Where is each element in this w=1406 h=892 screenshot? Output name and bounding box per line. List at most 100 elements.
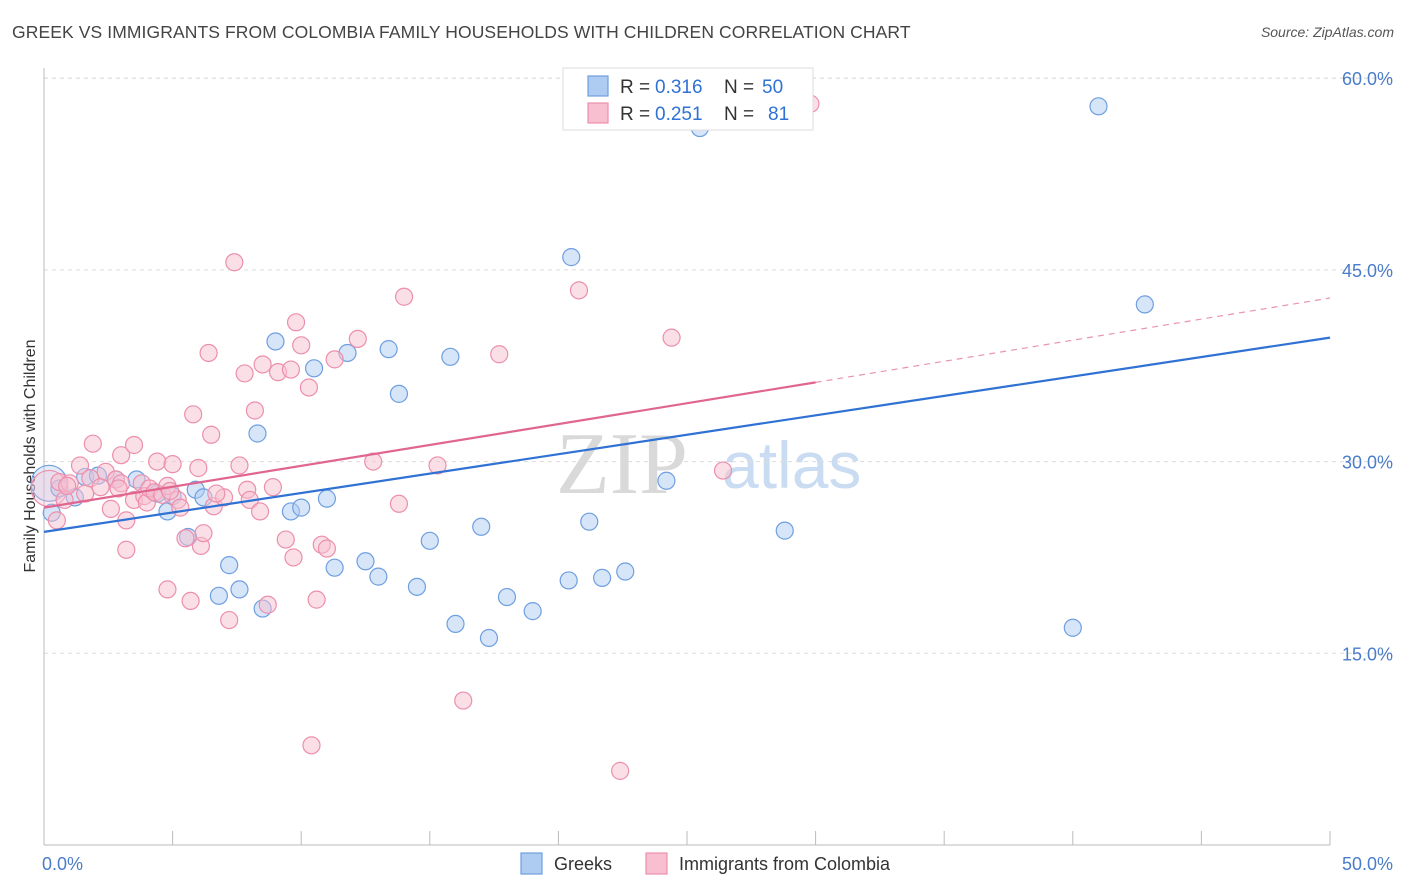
colombia-point xyxy=(284,548,303,567)
colombia-point xyxy=(611,761,630,780)
colombia-point xyxy=(490,345,509,364)
colombia-point xyxy=(348,329,367,349)
chart-title: GREEK VS IMMIGRANTS FROM COLOMBIA FAMILY… xyxy=(12,22,911,42)
greeks-r-label: R = xyxy=(620,77,650,98)
greeks-point xyxy=(562,248,581,267)
greeks-legend-swatch xyxy=(587,75,609,97)
greeks-point xyxy=(497,587,517,607)
greeks-r-value: 0.316 xyxy=(655,77,703,98)
greeks-point xyxy=(1135,295,1154,314)
colombia-point xyxy=(662,328,681,347)
x-tick-label-max: 50.0% xyxy=(1342,854,1393,874)
stats-legend: R = 0.316 N = 50 R = 0.251 N = 81 xyxy=(562,67,814,131)
greeks-point xyxy=(220,556,239,575)
colombia-point xyxy=(112,446,131,465)
colombia-point xyxy=(286,313,306,332)
colombia-point xyxy=(160,481,180,501)
greeks-point xyxy=(479,628,499,648)
colombia-point xyxy=(307,590,326,609)
trend-lines xyxy=(43,297,1331,533)
greeks-series xyxy=(30,97,1154,648)
colombia-point xyxy=(117,540,136,559)
greeks-point xyxy=(472,517,491,536)
colombia-point xyxy=(109,479,128,498)
greeks-point xyxy=(616,562,635,581)
colombia-bottom-label: Immigrants from Colombia xyxy=(679,854,891,874)
colombia-n-value: 81 xyxy=(768,104,789,125)
colombia-point xyxy=(199,343,218,363)
greeks-point xyxy=(248,424,267,443)
colombia-trend-line xyxy=(43,381,816,509)
colombia-point xyxy=(389,494,409,513)
colombia-point xyxy=(230,456,249,475)
colombia-point xyxy=(325,350,344,369)
greeks-point xyxy=(775,521,794,540)
watermark-atlas: atlas xyxy=(722,428,861,502)
y-tick-label-30: 30.0% xyxy=(1342,453,1393,473)
colombia-point xyxy=(184,405,203,424)
colombia-point xyxy=(202,425,221,444)
greeks-point xyxy=(379,340,398,359)
greeks-point xyxy=(389,384,409,403)
colombia-point xyxy=(148,452,167,471)
greeks-bottom-label: Greeks xyxy=(554,854,612,874)
colombia-point xyxy=(428,456,447,475)
greeks-point xyxy=(317,489,337,508)
greeks-point xyxy=(1089,97,1108,116)
colombia-point xyxy=(194,524,213,543)
colombia-point xyxy=(276,530,295,549)
greeks-trend-line xyxy=(43,336,1331,533)
colombia-point xyxy=(91,478,110,497)
greeks-point xyxy=(209,586,228,605)
greeks-point xyxy=(407,577,427,596)
colombia-point xyxy=(171,498,190,517)
colombia-r-value: 0.251 xyxy=(655,104,703,125)
y-axis-title: Family Households with Children xyxy=(22,340,39,573)
colombia-point xyxy=(250,502,270,521)
greeks-point xyxy=(580,512,599,531)
colombia-point xyxy=(281,360,301,379)
colombia-legend-swatch xyxy=(587,102,609,124)
greeks-n-label: N = xyxy=(724,77,754,98)
x-tick-label-min: 0.0% xyxy=(42,854,83,874)
colombia-point xyxy=(83,434,102,453)
greeks-bottom-swatch xyxy=(520,852,543,875)
colombia-point xyxy=(158,580,177,599)
colombia-point xyxy=(302,736,321,755)
colombia-point xyxy=(220,610,239,630)
colombia-point xyxy=(258,595,277,614)
colombia-point xyxy=(454,691,473,710)
greeks-point xyxy=(523,602,542,621)
y-tick-label-45: 45.0% xyxy=(1342,261,1393,281)
colombia-point xyxy=(245,401,265,420)
colombia-point xyxy=(207,484,226,503)
greeks-point xyxy=(356,552,375,571)
colombia-point xyxy=(70,456,90,475)
greeks-point xyxy=(325,558,344,577)
colombia-point xyxy=(292,336,311,355)
colombia-point xyxy=(317,539,337,558)
greeks-point xyxy=(446,614,465,634)
colombia-point xyxy=(394,287,414,306)
y-axis-ticks: 15.0% 30.0% 45.0% 60.0% xyxy=(1342,69,1393,664)
colombia-point xyxy=(181,591,200,611)
x-axis-tick-marks xyxy=(43,831,1331,845)
greeks-point xyxy=(420,531,439,550)
colombia-point xyxy=(263,478,283,497)
colombia-point xyxy=(713,461,733,480)
colombia-point xyxy=(189,458,208,478)
colombia-r-label: R = xyxy=(620,104,650,125)
series-legend: Greeks Immigrants from Colombia xyxy=(520,852,891,875)
greeks-point xyxy=(369,567,388,586)
colombia-point xyxy=(163,455,182,474)
greeks-point xyxy=(559,571,578,590)
y-tick-label-60: 60.0% xyxy=(1342,69,1393,89)
colombia-point xyxy=(58,476,77,495)
colombia-point xyxy=(253,355,272,374)
greeks-point xyxy=(593,568,612,587)
colombia-point xyxy=(225,253,244,272)
greeks-point xyxy=(292,498,311,517)
colombia-n-label: N = xyxy=(724,104,754,125)
colombia-point xyxy=(47,511,66,530)
